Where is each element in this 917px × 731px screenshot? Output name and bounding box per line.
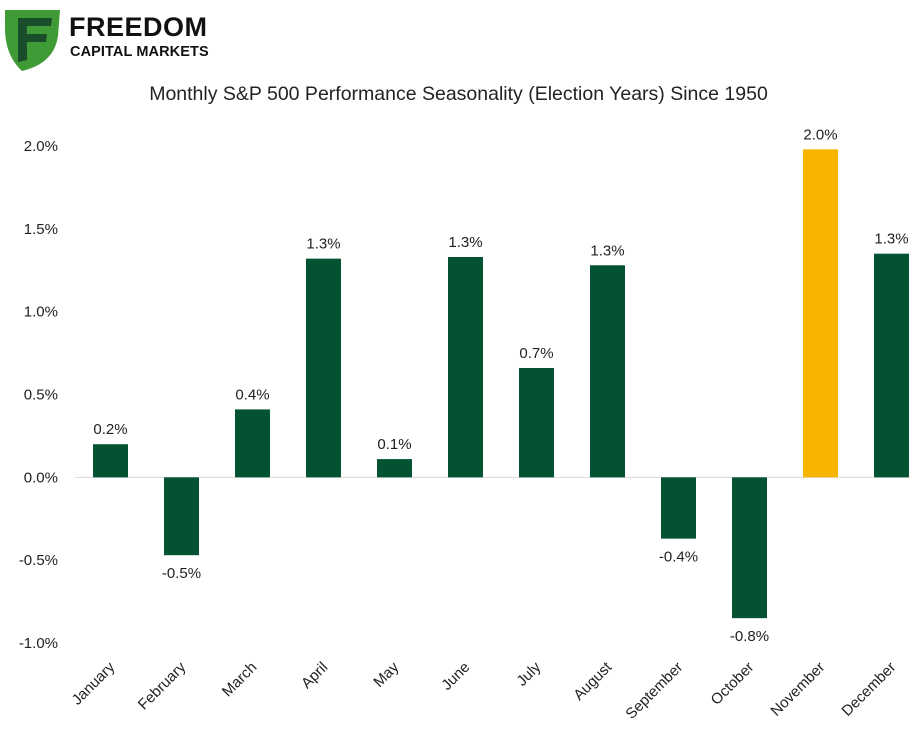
brand-name: FREEDOM [69, 12, 208, 42]
bar-january [93, 444, 128, 478]
bar-august [590, 265, 625, 478]
x-tick-label: April [298, 659, 331, 692]
bar-june [448, 256, 483, 478]
data-label: 1.3% [590, 242, 624, 259]
data-label: -0.5% [162, 565, 201, 582]
y-tick-label: 2.0% [24, 138, 58, 155]
data-label: 2.0% [803, 126, 837, 143]
bar-november [803, 149, 838, 478]
x-tick-label: November [767, 659, 828, 720]
x-tick-label: June [438, 659, 473, 694]
bar-may [377, 459, 412, 478]
y-tick-label: -0.5% [19, 552, 58, 569]
data-label: 1.3% [448, 234, 482, 251]
bar-july [519, 367, 554, 478]
x-tick-label: August [570, 658, 616, 704]
bar-february [164, 477, 199, 556]
bar-december [874, 253, 909, 478]
data-label: 0.4% [235, 386, 269, 403]
y-tick-label: 0.0% [24, 469, 58, 486]
x-tick-label: December [838, 659, 899, 720]
chart-title: Monthly S&P 500 Performance Seasonality … [149, 83, 768, 105]
data-label: 0.1% [377, 436, 411, 453]
y-tick-label: -1.0% [19, 635, 58, 652]
brand-subtitle: CAPITAL MARKETS [70, 44, 209, 60]
y-tick-label: 1.5% [24, 221, 58, 238]
data-label: -0.4% [659, 549, 698, 566]
data-labels: 0.2% -0.5% 0.4% 1.3% 0.1% 1.3% 0.7% 1.3% -0.4% -0… [93, 126, 908, 645]
bar-october [732, 477, 767, 619]
data-label: 0.2% [93, 421, 127, 438]
x-tick-label: February [135, 658, 190, 713]
x-tick-label: March [219, 659, 260, 700]
y-axis: 2.0% 1.5% 1.0% 0.5% 0.0% -0.5% -1.0% [19, 138, 58, 652]
data-label: 1.3% [306, 236, 340, 253]
data-label: 1.3% [874, 231, 908, 248]
x-axis: January February March April May June July Augu… [69, 658, 900, 722]
y-tick-label: 1.0% [24, 304, 58, 321]
x-tick-label: May [370, 658, 402, 690]
x-tick-label: January [69, 658, 119, 708]
bar-april [306, 258, 341, 478]
y-tick-label: 0.5% [24, 387, 58, 404]
bar-september [661, 477, 696, 539]
data-label: -0.8% [730, 628, 769, 645]
x-tick-label: September [622, 659, 686, 723]
data-label: 0.7% [519, 345, 553, 362]
x-tick-label: October [708, 659, 758, 709]
freedom-logo [5, 10, 60, 71]
x-tick-label: July [513, 658, 544, 689]
bars [93, 149, 909, 619]
bar-march [235, 409, 270, 478]
logo-f-mark-icon [18, 18, 52, 62]
